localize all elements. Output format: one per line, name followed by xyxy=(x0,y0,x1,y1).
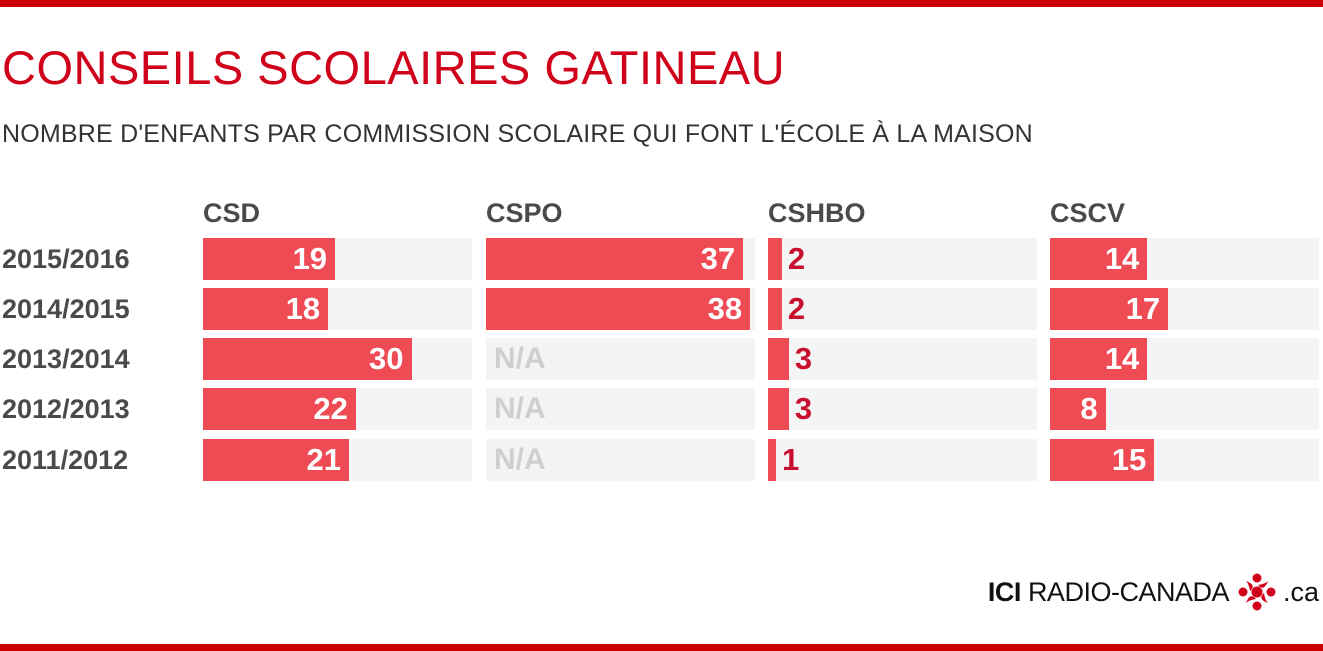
row-label-2014-2015: 2014/2015 xyxy=(2,294,130,324)
bar-cshbo-2014-2015[interactable] xyxy=(768,288,782,330)
row-label-2011-2012: 2011/2012 xyxy=(2,445,129,475)
data-label: 37 xyxy=(700,241,736,276)
chart-title: CONSEILS SCOLAIRES GATINEAU xyxy=(2,41,786,94)
column-header-cscv: CSCV xyxy=(1050,198,1126,228)
bar-cscv-2011-2012[interactable] xyxy=(1050,439,1155,481)
logo-wordmark: ICI RADIO-CANADA xyxy=(987,576,1230,607)
data-label: 15 xyxy=(1111,442,1147,477)
row-label-2012-2013: 2012/2013 xyxy=(2,394,130,424)
row-label-2015-2016: 2015/2016 xyxy=(2,244,130,274)
bar-csd-2011-2012[interactable] xyxy=(203,439,349,481)
data-label: 14 xyxy=(1104,341,1140,376)
na-label: N/A xyxy=(494,392,546,425)
data-label: 17 xyxy=(1125,291,1161,326)
bar-csd-2014-2015[interactable] xyxy=(203,288,329,330)
data-label: 22 xyxy=(313,391,348,426)
bar-cscv-2013-2014[interactable] xyxy=(1050,338,1148,380)
data-label: 19 xyxy=(292,241,328,276)
data-label: 2 xyxy=(787,291,806,326)
bar-csd-2013-2014[interactable] xyxy=(203,338,412,380)
data-label: 18 xyxy=(285,291,321,326)
data-label: 14 xyxy=(1104,241,1140,276)
bar-cshbo-2015-2016[interactable] xyxy=(768,238,782,280)
bar-cshbo-2012-2013[interactable] xyxy=(768,388,789,430)
data-label: 3 xyxy=(794,341,813,376)
column-header-csd: CSD xyxy=(203,198,261,228)
column-header-cshbo: CSHBO xyxy=(768,198,866,228)
data-label: 3 xyxy=(794,391,813,426)
bar-track xyxy=(768,439,1037,481)
bar-cspo-2015-2016[interactable] xyxy=(486,238,744,280)
data-label: 1 xyxy=(782,442,800,477)
row-label-2013-2014: 2013/2014 xyxy=(2,344,130,374)
bar-track xyxy=(486,388,755,430)
na-label: N/A xyxy=(494,342,546,375)
chart-subtitle: NOMBRE D'ENFANTS PAR COMMISSION SCOLAIRE… xyxy=(2,120,1033,148)
bar-cshbo-2011-2012[interactable] xyxy=(768,439,776,481)
data-label: 38 xyxy=(707,291,743,326)
bar-csd-2012-2013[interactable] xyxy=(203,388,356,430)
top-rule xyxy=(0,0,1323,7)
bar-track xyxy=(768,338,1037,380)
data-label: 21 xyxy=(306,442,341,477)
radio-canada-gem-icon xyxy=(1238,573,1276,611)
column-header-cspo: CSPO xyxy=(486,198,563,228)
bar-cscv-2014-2015[interactable] xyxy=(1050,288,1169,330)
bar-track xyxy=(486,338,755,380)
bar-track xyxy=(768,238,1037,280)
data-label: 30 xyxy=(369,341,404,376)
data-label: 8 xyxy=(1080,391,1098,426)
radio-canada-logo[interactable]: ICI RADIO-CANADA .ca xyxy=(988,572,1319,612)
bar-csd-2015-2016[interactable] xyxy=(203,238,336,280)
bar-track xyxy=(768,388,1037,430)
bar-cscv-2012-2013[interactable] xyxy=(1050,388,1106,430)
bar-cshbo-2013-2014[interactable] xyxy=(768,338,789,380)
data-label: 2 xyxy=(787,241,806,276)
logo-suffix: .ca xyxy=(1282,576,1319,607)
bar-cspo-2014-2015[interactable] xyxy=(486,288,751,330)
bar-track xyxy=(768,288,1037,330)
bar-cscv-2015-2016[interactable] xyxy=(1050,238,1148,280)
na-label: N/A xyxy=(494,443,546,476)
bar-track xyxy=(486,439,755,481)
bottom-rule xyxy=(0,644,1323,651)
